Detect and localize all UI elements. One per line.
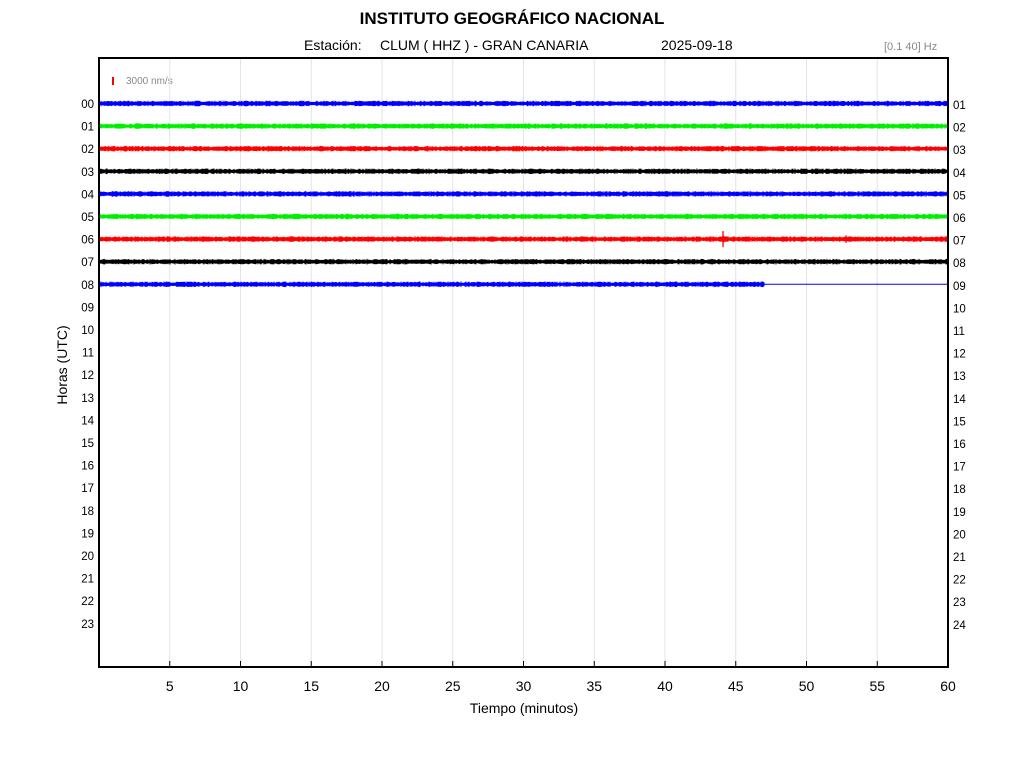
hour-label-right: 12 [953,349,966,361]
x-tick-label: 45 [728,678,744,694]
trace-hour-07 [99,258,949,265]
hour-label-right: 24 [953,620,966,632]
hour-label-left: 00 [81,99,94,111]
trace-noise [99,236,949,242]
hour-label-left: 11 [82,348,94,360]
hour-label-right: 08 [953,258,966,270]
hour-label-left: 08 [81,280,94,292]
hour-label-right: 06 [953,213,966,225]
hour-label-left: 04 [81,189,94,201]
hour-label-right: 05 [953,190,966,202]
x-tick-label: 5 [166,678,174,694]
x-tick-label: 15 [303,678,319,694]
hour-label-left: 03 [81,167,94,179]
hour-label-left: 14 [81,415,94,427]
x-tick-label: 35 [586,678,602,694]
hour-label-right: 15 [953,416,966,428]
station-label: Estación: [304,37,362,53]
hour-label-left: 06 [81,235,94,247]
hour-label-right: 02 [953,123,966,135]
hour-label-right: 11 [953,326,965,338]
hour-label-right: 07 [953,236,966,248]
hour-label-right: 01 [953,100,966,112]
trace-noise [99,191,949,197]
x-tick-label: 55 [869,678,885,694]
trace-noise [99,258,949,265]
hour-label-left: 01 [81,122,94,134]
station-name: CLUM ( HHZ ) - GRAN CANARIA [380,37,589,53]
hour-label-right: 17 [953,462,966,474]
seismic-event-coda [846,237,860,241]
hour-label-left: 15 [81,438,94,450]
x-tick-label: 50 [799,678,815,694]
seismic-event-coda [723,235,737,243]
hour-label-left: 19 [81,528,94,540]
trace-hour-04 [99,191,949,197]
frequency-band-label: [0.1 40] Hz [884,41,938,53]
hour-label-right: 16 [953,439,966,451]
hour-label-left: 13 [81,393,94,405]
x-tick-label: 20 [374,678,390,694]
hour-label-left: 17 [81,483,94,495]
hour-label-right: 20 [953,529,966,541]
hour-label-right: 14 [953,394,966,406]
hour-label-left: 09 [81,302,94,314]
seismic-event-coda [906,238,919,240]
hour-label-left: 02 [81,144,94,156]
hour-label-left: 12 [81,370,94,382]
hour-label-right: 03 [953,145,966,157]
chart-title: INSTITUTO GEOGRÁFICO NACIONAL [359,9,665,28]
hour-label-left: 21 [81,574,94,586]
hour-label-right: 22 [953,575,966,587]
amplitude-scale-label: 3000 nm/s [126,76,173,87]
hour-label-left: 20 [81,551,94,563]
trace-hour-08 [99,281,948,288]
hour-label-right: 10 [953,303,966,315]
x-tick-label: 25 [445,678,461,694]
x-tick-label: 30 [516,678,532,694]
x-axis-label: Tiempo (minutos) [469,700,579,716]
hour-label-right: 13 [953,371,966,383]
hour-label-left: 07 [81,257,94,269]
hour-label-left: 23 [81,619,94,631]
hour-label-left: 10 [81,325,94,337]
hour-label-right: 21 [953,552,966,564]
seismic-event-coda [358,283,372,285]
x-tick-label: 60 [940,678,956,694]
hour-label-left: 18 [81,506,94,518]
hour-label-left: 16 [81,461,94,473]
hour-label-left: 22 [81,596,94,608]
date-label: 2025-09-18 [661,37,733,53]
hour-label-right: 09 [953,281,966,293]
hour-label-right: 18 [953,484,966,496]
hour-label-right: 04 [953,168,966,180]
x-tick-label: 10 [233,678,249,694]
hour-label-left: 05 [81,212,94,224]
x-tick-label: 40 [657,678,673,694]
trace-noise [99,281,765,288]
hour-label-right: 23 [953,597,966,609]
hour-label-right: 19 [953,507,966,519]
